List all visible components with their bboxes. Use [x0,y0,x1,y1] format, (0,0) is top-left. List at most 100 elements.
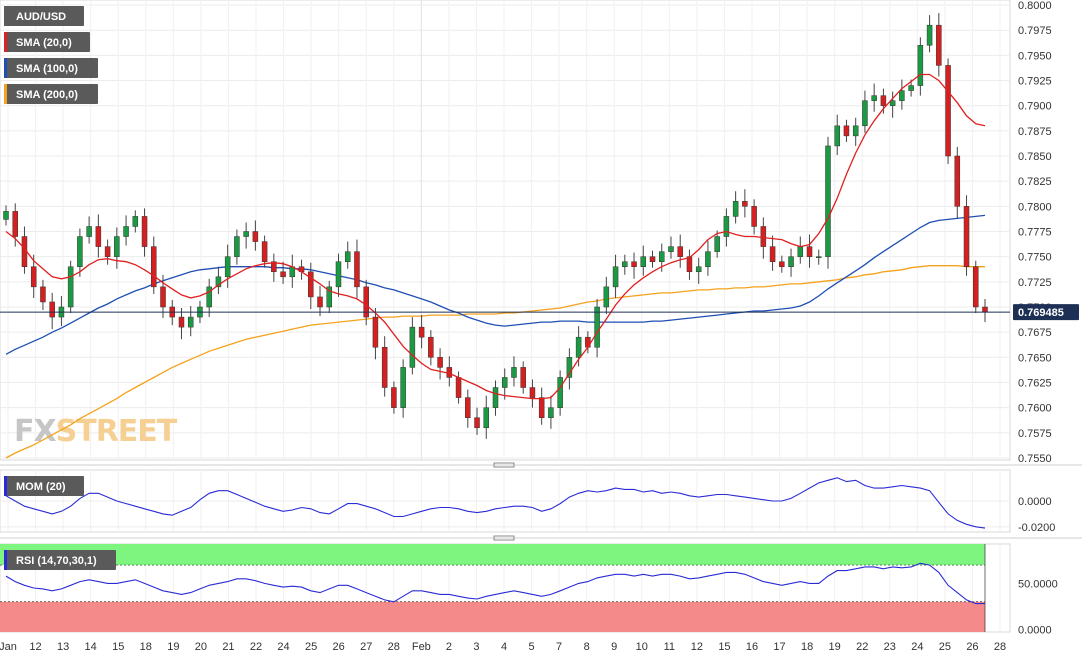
x-tick-label: 13 [57,641,69,653]
candle-body [788,256,794,267]
candle-body [132,216,139,227]
mom-legend-swatch [4,476,7,496]
legend-item-3-swatch [4,84,7,104]
candle-body [871,95,877,101]
candle-body [668,246,674,252]
sma20-line [5,73,986,400]
x-tick-label: 10 [636,641,648,653]
x-tick-label: 25 [305,641,317,653]
x-tick-label: 12 [29,641,41,653]
candle-body [391,387,397,408]
x-tick-label: 3 [473,641,479,653]
y-tick-label: 0.7975 [1018,25,1052,37]
candle-body [917,45,924,86]
candle-body [49,301,55,318]
candle-body [12,211,18,237]
y-tick-label: 0.7750 [1018,252,1052,264]
legend-item-2-label: SMA (100,0) [16,63,78,75]
candle-body [372,316,379,348]
mom-y-tick-label: -0.0200 [1018,522,1055,534]
y-tick-label: 0.7875 [1018,126,1052,138]
watermark-street: STREET [56,414,178,449]
rsi-overbought-zone [0,544,985,566]
candle-body [492,387,499,408]
candle-body [261,241,268,262]
x-tick-label: Feb [412,641,431,653]
legend-item-3-box [4,84,98,104]
x-tick-label: Jan [0,641,17,653]
candle-body [271,261,277,273]
candle-body [400,367,406,408]
candle-body [797,246,804,257]
y-tick-label: 0.7850 [1018,151,1052,163]
x-tick-label: 23 [884,641,896,653]
rsi-y-tick-label: 50.0000 [1018,578,1058,590]
candle-body [714,236,720,252]
candle-body [344,251,351,262]
x-tick-label: 5 [528,641,534,653]
candle-body [649,256,656,262]
y-tick-label: 0.7725 [1018,277,1052,289]
rsi-line [5,562,985,605]
legend-item-0-box [4,6,84,26]
candle-body [77,236,83,267]
x-tick-label: 28 [994,641,1006,653]
candle-body [594,306,600,348]
x-tick-label: 15 [112,641,124,653]
candle-body [40,286,46,303]
candle-body [280,271,286,278]
x-tick-label: 9 [611,641,617,653]
y-tick-label: 0.7650 [1018,352,1052,364]
legend-item-2-swatch [4,58,7,78]
candle-body [30,266,37,288]
candle-body [806,246,813,257]
candle-body [104,246,111,257]
legend-item-0-label: AUD/USD [16,11,66,23]
x-tick-label: 19 [167,641,179,653]
y-tick-label: 0.7925 [1018,76,1052,88]
sma100-line [5,214,986,355]
candle-body [852,125,859,137]
candle-body [178,316,185,328]
candle-body [742,201,748,207]
candle-body [732,201,739,217]
x-tick-label: 20 [195,641,207,653]
candle-body [936,24,942,66]
candle-body [252,231,259,242]
x-tick-label: 22 [250,641,262,653]
candle-body [723,216,730,237]
x-tick-label: 26 [333,641,345,653]
candle-body [483,407,490,429]
candle-body [603,286,610,308]
x-tick-label: 7 [556,641,562,653]
rsi-legend-label: RSI (14,70,30,1) [16,555,97,567]
candle-body [160,286,166,308]
y-tick-label: 0.7825 [1018,176,1052,188]
candle-body [114,236,120,257]
candle-body [963,206,970,267]
x-tick-label: 15 [718,641,730,653]
x-tick-label: 2 [446,641,452,653]
y-tick-label: 0.7900 [1018,101,1052,113]
candle-body [686,256,693,273]
candle-body [187,316,194,328]
candle-body [354,251,360,288]
candle-body [363,286,369,318]
rsi-legend-box [4,550,116,570]
candle-body [409,326,416,368]
divider-2-grip [493,535,515,541]
candle-body [631,261,637,267]
candle-body [86,226,92,237]
x-tick-label: 22 [856,641,868,653]
legend-item-1-label: SMA (20,0) [16,37,72,49]
candle-body [834,125,840,147]
candle-body [308,271,314,298]
candle-body [843,125,850,137]
candle-body [816,256,822,258]
candle-body [945,65,951,157]
candle-body [141,216,148,247]
candle-body [982,306,988,313]
legend-item-1-box [4,32,90,52]
